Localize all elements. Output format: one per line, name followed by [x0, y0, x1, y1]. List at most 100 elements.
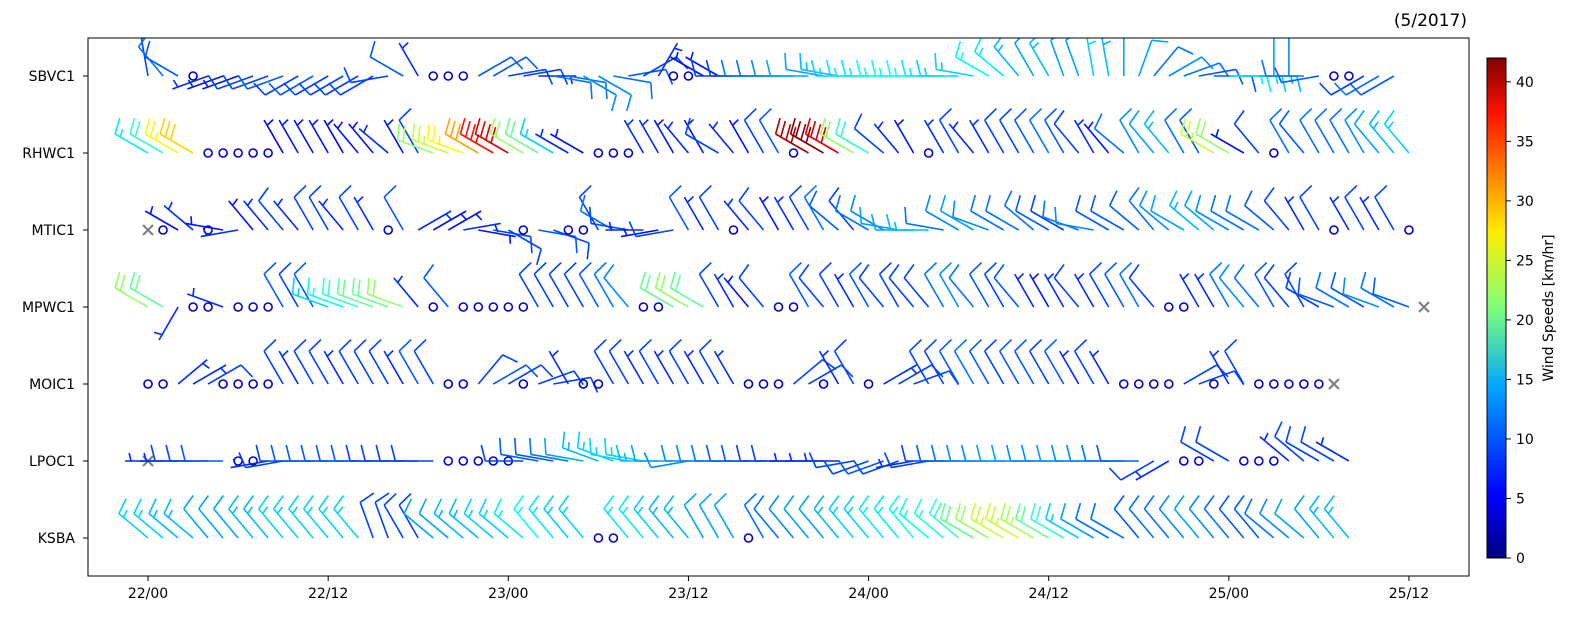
wind-barb	[684, 117, 719, 154]
wind-barb	[513, 495, 539, 539]
wind-barb	[713, 273, 735, 308]
wind-barb	[1209, 262, 1230, 308]
calm-marker	[428, 71, 439, 81]
wind-barb	[948, 121, 975, 154]
calm-marker	[458, 379, 469, 389]
wind-barb	[924, 194, 960, 231]
wind-barb	[808, 452, 854, 469]
wind-barb	[800, 452, 839, 462]
wind-barb	[898, 498, 930, 539]
station-label: MOIC1	[29, 377, 75, 393]
wind-barb	[144, 205, 179, 231]
calm-marker	[443, 456, 454, 466]
wind-barb	[1143, 110, 1170, 154]
wind-barb	[553, 75, 593, 100]
wind-barb	[140, 452, 179, 462]
wind-barb	[639, 271, 674, 308]
wind-barb	[993, 264, 1020, 308]
wind-barb	[613, 75, 653, 100]
calm-marker	[218, 148, 228, 158]
wind-barb	[1060, 502, 1095, 539]
wind-barb	[615, 444, 659, 462]
wind-barb	[1086, 38, 1097, 77]
wind-barb	[723, 198, 750, 231]
wind-barb	[507, 229, 542, 266]
wind-barb	[683, 350, 705, 385]
wind-barb	[1210, 128, 1245, 154]
wind-barb	[1179, 273, 1200, 308]
wind-barb	[492, 364, 539, 385]
wind-barb	[683, 119, 705, 154]
wind-barb	[628, 221, 674, 238]
wind-barb	[808, 364, 854, 385]
wind-barb	[653, 119, 675, 154]
wind-barb	[1128, 264, 1155, 308]
wind-barb	[228, 495, 254, 539]
wind-barb	[543, 495, 569, 539]
wind-barb	[1285, 271, 1320, 308]
wind-barb	[237, 74, 284, 90]
wind-barb	[668, 339, 690, 385]
wind-barb	[1299, 185, 1320, 231]
wind-barb	[993, 38, 1020, 77]
wind-barb	[278, 262, 299, 308]
wind-barb	[459, 117, 494, 154]
wind-barb	[878, 262, 900, 308]
calm-marker	[503, 302, 514, 312]
wind-barb	[758, 108, 780, 154]
calm-marker	[743, 379, 754, 389]
calm-marker	[578, 379, 589, 389]
wind-barb	[1014, 339, 1035, 385]
wind-barb	[360, 444, 404, 462]
wind-barb	[1143, 495, 1170, 539]
calm-marker	[1269, 148, 1279, 158]
wind-barb	[561, 431, 599, 462]
wind-barb	[353, 196, 374, 231]
wind-barb	[478, 498, 509, 539]
wind-barb	[1029, 38, 1050, 77]
wind-barb	[1323, 495, 1350, 539]
calm-marker	[1194, 456, 1204, 466]
wind-barb	[1342, 277, 1380, 308]
wind-barb	[608, 339, 630, 385]
calm-marker	[1404, 225, 1414, 235]
wind-barb	[1329, 108, 1350, 154]
calm-marker	[788, 302, 799, 312]
wind-barb	[1288, 38, 1293, 76]
wind-barb	[888, 495, 915, 539]
wind-barb	[1128, 495, 1155, 539]
wind-barb	[915, 59, 959, 77]
wind-barb	[180, 444, 224, 462]
wind-barb	[351, 277, 389, 308]
wind-barb	[1044, 108, 1065, 154]
calm-marker	[218, 379, 228, 389]
wind-barb	[366, 277, 404, 308]
wind-barb	[1158, 495, 1185, 539]
wind-barb	[803, 185, 825, 231]
wind-barb	[1101, 38, 1112, 77]
wind-barb	[690, 444, 734, 462]
wind-barb	[855, 59, 899, 77]
wind-barb	[303, 495, 329, 539]
calm-marker	[1178, 302, 1189, 312]
wind-barb	[523, 68, 569, 85]
wind-barb	[1285, 425, 1320, 462]
wind-barb	[1180, 117, 1215, 154]
wind-barb	[975, 444, 1019, 462]
calm-marker	[263, 379, 273, 389]
calm-marker	[1269, 456, 1279, 466]
wind-barb	[970, 502, 1005, 539]
wind-barb	[192, 364, 228, 385]
wind-barb	[1314, 108, 1335, 154]
wind-barb	[1374, 185, 1395, 231]
wind-barb	[1224, 339, 1245, 385]
wind-barb	[1134, 460, 1170, 481]
wind-barb	[291, 277, 329, 308]
time-label: 25/12	[1389, 586, 1429, 602]
wind-barb	[1123, 38, 1128, 76]
wind-barb	[669, 271, 704, 308]
wind-barb	[1188, 495, 1215, 539]
wind-barb	[1164, 108, 1185, 154]
wind-barb	[1368, 110, 1395, 154]
wind-barb	[1269, 108, 1290, 154]
